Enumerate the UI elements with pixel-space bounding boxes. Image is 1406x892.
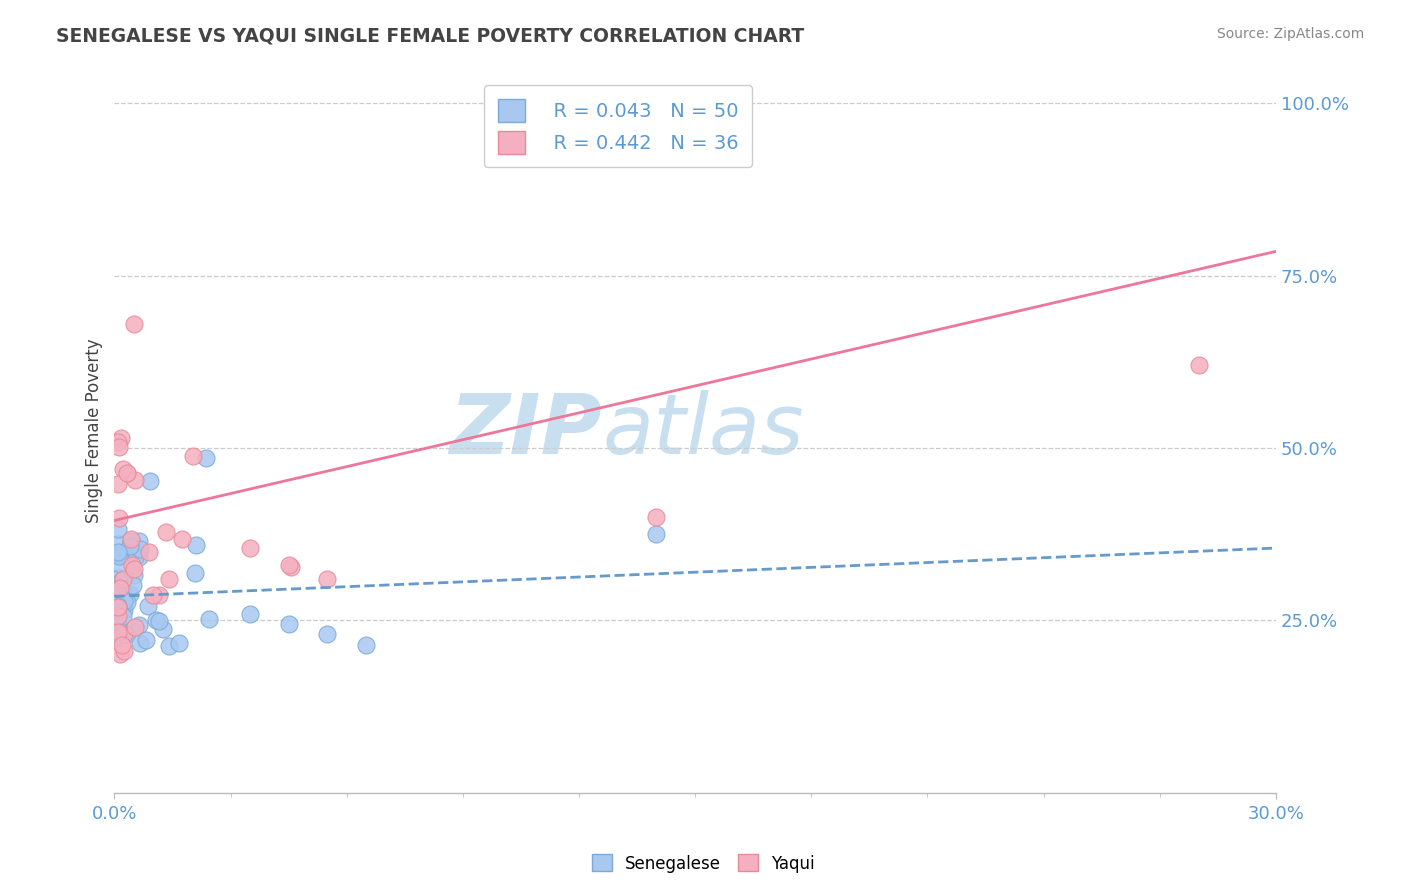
Point bbox=[112, 602, 135, 616]
Point bbox=[107, 545, 129, 559]
Point bbox=[184, 566, 207, 581]
Point bbox=[122, 578, 145, 592]
Point bbox=[145, 613, 167, 627]
Point bbox=[277, 616, 299, 631]
Point bbox=[107, 624, 129, 639]
Point bbox=[108, 571, 131, 585]
Point bbox=[157, 572, 180, 586]
Point bbox=[128, 618, 150, 632]
Point bbox=[107, 435, 129, 450]
Point bbox=[111, 638, 134, 652]
Point bbox=[135, 632, 157, 647]
Text: SENEGALESE VS YAQUI SINGLE FEMALE POVERTY CORRELATION CHART: SENEGALESE VS YAQUI SINGLE FEMALE POVERT… bbox=[56, 27, 804, 45]
Point bbox=[107, 522, 129, 536]
Point bbox=[277, 558, 299, 573]
Text: atlas: atlas bbox=[602, 391, 804, 471]
Point bbox=[107, 477, 129, 491]
Point bbox=[112, 644, 135, 658]
Point bbox=[120, 540, 142, 554]
Point bbox=[115, 466, 138, 480]
Point bbox=[181, 449, 204, 463]
Point bbox=[184, 537, 207, 551]
Point bbox=[128, 542, 150, 557]
Point bbox=[148, 588, 170, 602]
Point bbox=[111, 609, 134, 624]
Point bbox=[107, 599, 129, 614]
Point bbox=[110, 574, 132, 588]
Point bbox=[120, 533, 142, 547]
Point bbox=[107, 599, 129, 614]
Point bbox=[280, 559, 302, 574]
Point bbox=[122, 561, 145, 575]
Point bbox=[316, 572, 339, 586]
Point bbox=[316, 627, 339, 641]
Text: Source: ZipAtlas.com: Source: ZipAtlas.com bbox=[1216, 27, 1364, 41]
Point bbox=[122, 567, 145, 582]
Point bbox=[107, 440, 129, 454]
Point bbox=[107, 617, 129, 632]
Point bbox=[107, 608, 129, 623]
Point bbox=[645, 510, 668, 524]
Point bbox=[157, 639, 180, 653]
Point bbox=[108, 511, 131, 525]
Point bbox=[112, 586, 135, 600]
Point bbox=[239, 607, 262, 621]
Point bbox=[170, 532, 193, 546]
Point bbox=[122, 317, 145, 331]
Point bbox=[108, 545, 131, 559]
Y-axis label: Single Female Poverty: Single Female Poverty bbox=[86, 338, 103, 523]
Point bbox=[169, 636, 191, 650]
Point bbox=[110, 547, 132, 561]
Point bbox=[110, 582, 132, 596]
Point bbox=[142, 588, 165, 602]
Point bbox=[112, 594, 135, 608]
Point bbox=[124, 620, 146, 634]
Point bbox=[112, 627, 135, 641]
Legend:   R = 0.043   N = 50,   R = 0.442   N = 36: R = 0.043 N = 50, R = 0.442 N = 36 bbox=[484, 86, 752, 168]
Text: ZIP: ZIP bbox=[450, 391, 602, 471]
Point bbox=[128, 549, 150, 564]
Point bbox=[112, 545, 135, 559]
Point bbox=[136, 599, 159, 614]
Point bbox=[107, 537, 129, 551]
Point bbox=[129, 636, 152, 650]
Point bbox=[124, 550, 146, 565]
Point bbox=[108, 647, 131, 661]
Point bbox=[124, 473, 146, 487]
Point bbox=[118, 587, 141, 601]
Point bbox=[139, 474, 162, 488]
Point bbox=[115, 467, 138, 481]
Point bbox=[108, 557, 131, 571]
Point bbox=[120, 534, 142, 549]
Point bbox=[112, 462, 135, 476]
Point bbox=[148, 614, 170, 628]
Point bbox=[1187, 358, 1209, 372]
Legend: Senegalese, Yaqui: Senegalese, Yaqui bbox=[585, 847, 821, 880]
Point bbox=[107, 582, 129, 596]
Point bbox=[152, 622, 174, 636]
Point bbox=[115, 594, 138, 608]
Point bbox=[107, 582, 129, 596]
Point bbox=[110, 431, 132, 445]
Point bbox=[138, 544, 160, 558]
Point bbox=[194, 450, 217, 465]
Point bbox=[354, 638, 377, 652]
Point bbox=[645, 527, 668, 541]
Point bbox=[115, 627, 138, 641]
Point bbox=[198, 612, 221, 626]
Point bbox=[111, 572, 134, 586]
Point bbox=[107, 630, 129, 644]
Point bbox=[108, 549, 131, 563]
Point bbox=[155, 525, 177, 540]
Point bbox=[108, 545, 131, 559]
Point bbox=[239, 541, 262, 555]
Point bbox=[128, 533, 150, 548]
Point bbox=[121, 558, 143, 573]
